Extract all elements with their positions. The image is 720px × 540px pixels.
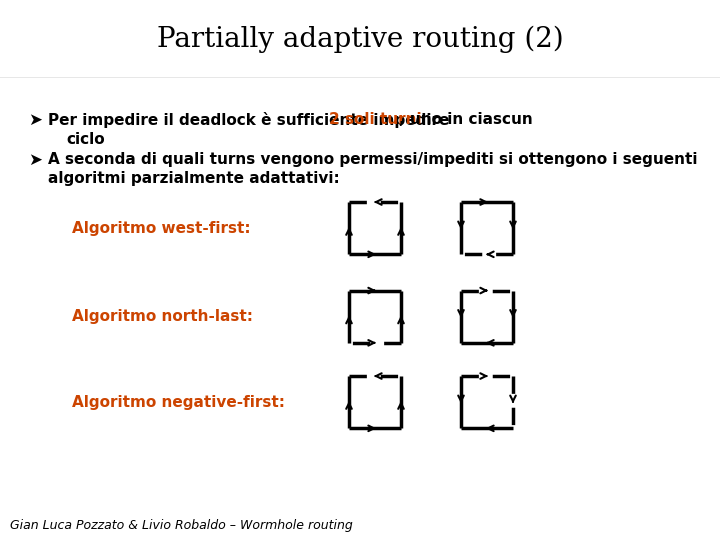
Text: A seconda di quali turns vengono permessi/impediti si ottengono i seguenti: A seconda di quali turns vengono permess…	[48, 152, 698, 167]
Text: ➤: ➤	[28, 151, 42, 169]
Text: Per impedire il deadlock è sufficiente impedire: Per impedire il deadlock è sufficiente i…	[48, 112, 454, 127]
Text: Algoritmo north-last:: Algoritmo north-last:	[72, 309, 253, 324]
Text: ciclo: ciclo	[66, 132, 104, 147]
Text: ➤: ➤	[28, 111, 42, 129]
Text: 2 soli turni: 2 soli turni	[329, 112, 421, 127]
Text: Algoritmo negative-first:: Algoritmo negative-first:	[72, 395, 285, 410]
Text: , uno in ciascun: , uno in ciascun	[399, 112, 533, 127]
Text: Gian Luca Pozzato & Livio Robaldo – Wormhole routing: Gian Luca Pozzato & Livio Robaldo – Worm…	[10, 519, 353, 532]
Text: algoritmi parzialmente adattativi:: algoritmi parzialmente adattativi:	[48, 171, 340, 186]
Text: Partially adaptive routing (2): Partially adaptive routing (2)	[157, 25, 563, 53]
Text: Algoritmo west-first:: Algoritmo west-first:	[72, 221, 251, 235]
